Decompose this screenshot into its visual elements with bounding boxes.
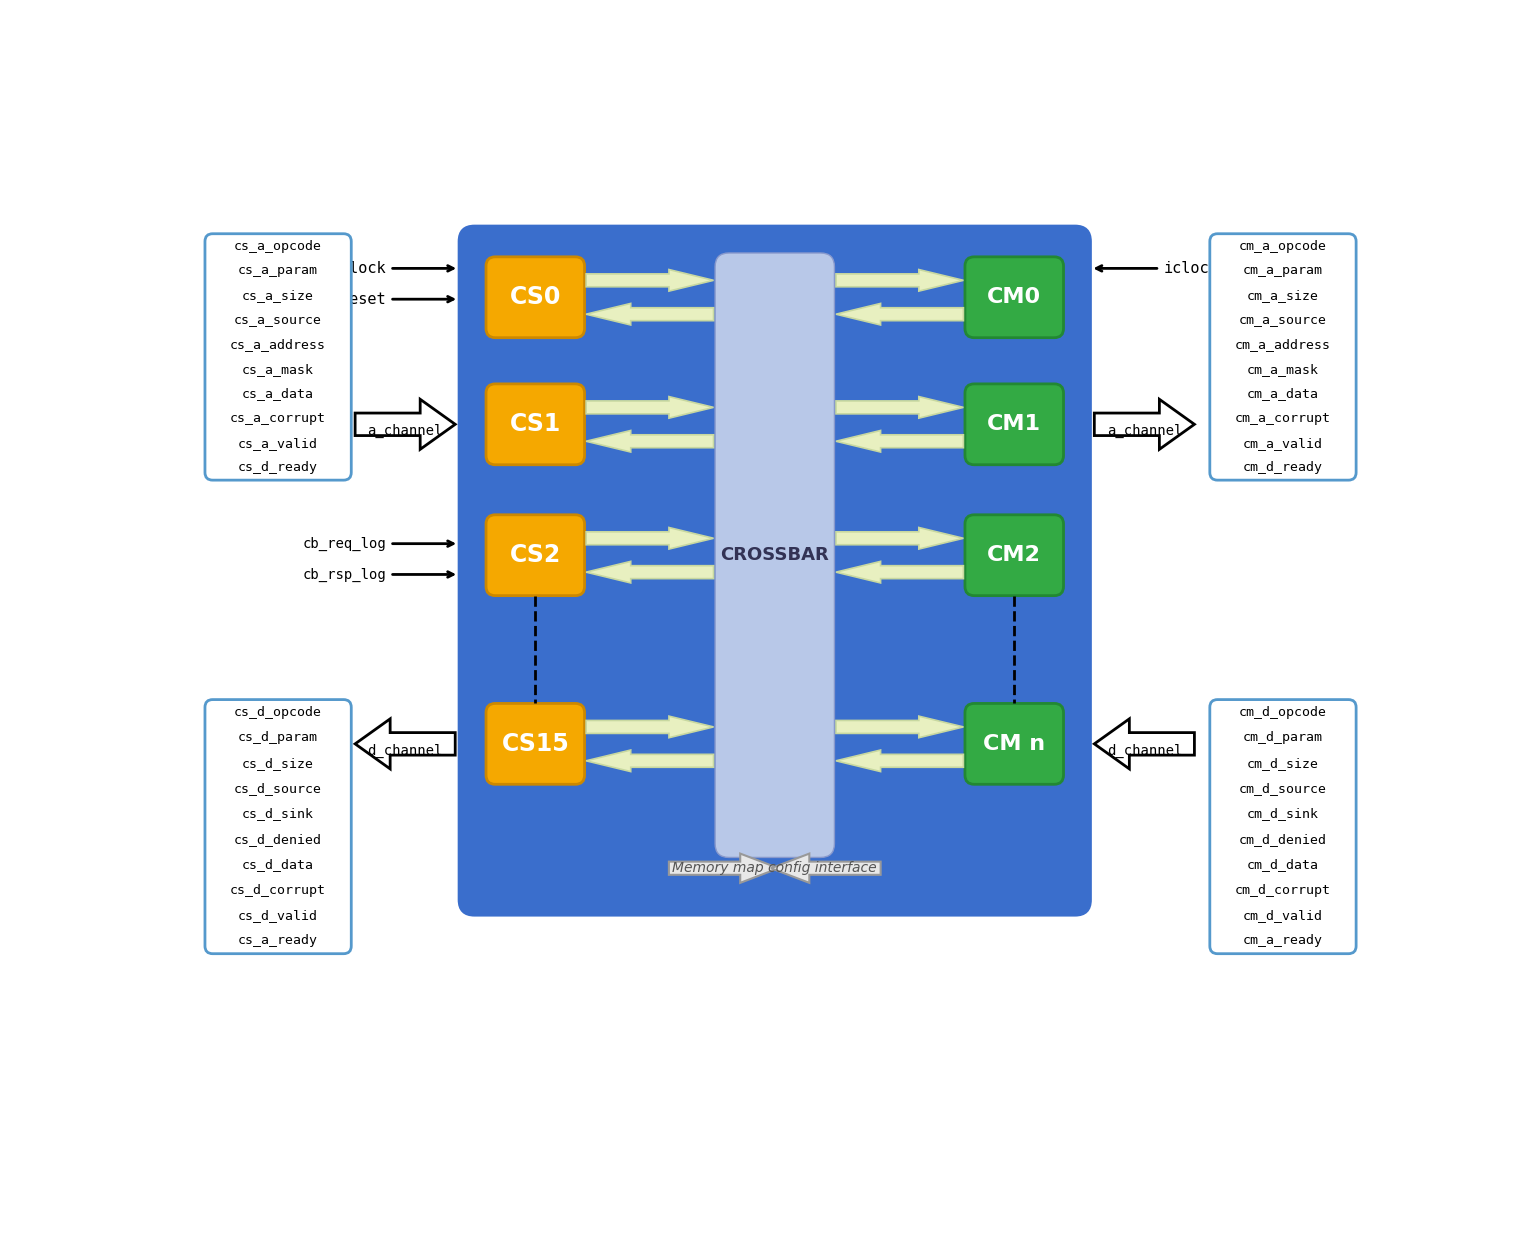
Text: iclock: iclock — [1164, 261, 1218, 276]
Text: cm_d_opcode: cm_d_opcode — [1239, 705, 1327, 719]
Text: cs_a_data: cs_a_data — [243, 388, 314, 400]
Text: cm_a_corrupt: cm_a_corrupt — [1235, 412, 1330, 425]
Text: cm_d_sink: cm_d_sink — [1247, 807, 1318, 821]
Text: CROSSBAR: CROSSBAR — [721, 546, 830, 564]
Text: CS15: CS15 — [502, 732, 569, 756]
Polygon shape — [355, 399, 455, 450]
Text: cm_d_valid: cm_d_valid — [1242, 909, 1323, 922]
Text: CM0: CM0 — [988, 287, 1041, 307]
Text: cs_a_mask: cs_a_mask — [243, 363, 314, 376]
Text: cm_a_source: cm_a_source — [1239, 313, 1327, 327]
Text: cs_d_denied: cs_d_denied — [234, 833, 322, 846]
Text: cs_d_source: cs_d_source — [234, 782, 322, 795]
Text: cm_d_ready: cm_d_ready — [1242, 461, 1323, 474]
Text: cm_d_param: cm_d_param — [1242, 732, 1323, 744]
Polygon shape — [836, 750, 963, 771]
Polygon shape — [1094, 719, 1194, 769]
Text: a_channel: a_channel — [367, 424, 443, 438]
Text: CM n: CM n — [983, 734, 1045, 754]
Text: cs_d_opcode: cs_d_opcode — [234, 705, 322, 719]
Polygon shape — [586, 396, 713, 419]
Text: cs_d_size: cs_d_size — [243, 756, 314, 770]
Text: cs_d_valid: cs_d_valid — [238, 909, 319, 922]
FancyBboxPatch shape — [485, 384, 584, 465]
Text: cs_a_ready: cs_a_ready — [238, 934, 319, 948]
Polygon shape — [586, 270, 713, 291]
FancyBboxPatch shape — [1211, 233, 1356, 481]
Text: cs_a_source: cs_a_source — [234, 313, 322, 327]
Text: cb_req_log: cb_req_log — [302, 537, 385, 550]
Polygon shape — [586, 561, 713, 582]
Polygon shape — [836, 431, 963, 452]
Text: reset: reset — [340, 292, 385, 307]
Text: CS0: CS0 — [510, 286, 561, 309]
Text: cm_d_denied: cm_d_denied — [1239, 833, 1327, 846]
Text: cm_a_opcode: cm_a_opcode — [1239, 240, 1327, 252]
Text: cs_d_sink: cs_d_sink — [243, 807, 314, 821]
Text: cm_a_data: cm_a_data — [1247, 388, 1318, 400]
Text: CS1: CS1 — [510, 412, 561, 436]
Polygon shape — [836, 561, 963, 582]
FancyBboxPatch shape — [460, 226, 1091, 915]
Text: CS2: CS2 — [510, 543, 561, 568]
Polygon shape — [586, 750, 713, 771]
FancyBboxPatch shape — [965, 257, 1063, 338]
FancyBboxPatch shape — [485, 703, 584, 784]
Text: clock: clock — [340, 261, 385, 276]
Polygon shape — [836, 528, 963, 549]
FancyBboxPatch shape — [485, 514, 584, 596]
Polygon shape — [1094, 399, 1194, 450]
Text: cm_a_ready: cm_a_ready — [1242, 934, 1323, 948]
Text: a_channel: a_channel — [1107, 424, 1182, 438]
Polygon shape — [586, 303, 713, 325]
FancyBboxPatch shape — [485, 257, 584, 338]
Text: cs_d_corrupt: cs_d_corrupt — [231, 883, 326, 897]
FancyBboxPatch shape — [205, 233, 352, 481]
Text: cs_a_opcode: cs_a_opcode — [234, 240, 322, 252]
Polygon shape — [836, 396, 963, 419]
Text: cs_d_ready: cs_d_ready — [238, 461, 319, 474]
Polygon shape — [836, 270, 963, 291]
Polygon shape — [355, 719, 455, 769]
FancyBboxPatch shape — [1211, 699, 1356, 954]
Polygon shape — [586, 528, 713, 549]
Polygon shape — [586, 717, 713, 738]
Text: cm_d_corrupt: cm_d_corrupt — [1235, 883, 1330, 897]
Text: cm_d_size: cm_d_size — [1247, 756, 1318, 770]
FancyBboxPatch shape — [205, 699, 352, 954]
Text: Memory map config interface: Memory map config interface — [672, 861, 877, 876]
Text: cb_rsp_log: cb_rsp_log — [302, 568, 385, 581]
Text: cm_d_source: cm_d_source — [1239, 782, 1327, 795]
Text: cs_d_data: cs_d_data — [243, 858, 314, 871]
Polygon shape — [836, 303, 963, 325]
Text: cm_a_valid: cm_a_valid — [1242, 437, 1323, 450]
FancyBboxPatch shape — [965, 703, 1063, 784]
Text: cs_a_size: cs_a_size — [243, 289, 314, 302]
Text: cm_a_size: cm_a_size — [1247, 289, 1318, 302]
Text: d_channel: d_channel — [1107, 744, 1182, 758]
Polygon shape — [836, 717, 963, 738]
Text: cs_a_valid: cs_a_valid — [238, 437, 319, 450]
Text: cs_a_address: cs_a_address — [231, 338, 326, 351]
Text: cm_d_data: cm_d_data — [1247, 858, 1318, 871]
Polygon shape — [586, 431, 713, 452]
Text: d_channel: d_channel — [367, 744, 443, 758]
Text: CM1: CM1 — [988, 415, 1041, 435]
FancyBboxPatch shape — [715, 253, 834, 857]
Text: cs_a_corrupt: cs_a_corrupt — [231, 412, 326, 425]
FancyBboxPatch shape — [965, 514, 1063, 596]
Text: cm_a_param: cm_a_param — [1242, 265, 1323, 277]
Polygon shape — [669, 853, 778, 883]
Text: CM2: CM2 — [988, 545, 1041, 565]
Text: cm_a_address: cm_a_address — [1235, 338, 1330, 351]
Text: cs_a_param: cs_a_param — [238, 265, 319, 277]
Polygon shape — [771, 853, 881, 883]
FancyBboxPatch shape — [965, 384, 1063, 465]
Text: cm_a_mask: cm_a_mask — [1247, 363, 1318, 376]
Text: cs_d_param: cs_d_param — [238, 732, 319, 744]
